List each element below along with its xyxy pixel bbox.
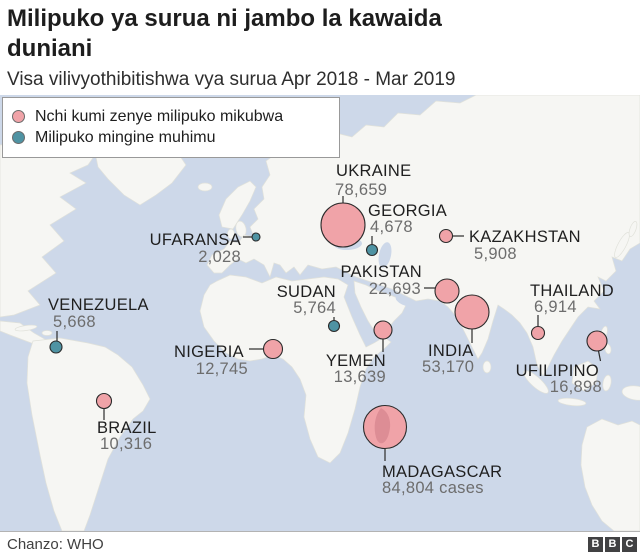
legend-row-top-ten: Nchi kumi zenye milipuko mikubwa [12, 107, 330, 126]
ukraine-bubble [320, 202, 366, 248]
bbc-logo-letter-b1: B [588, 536, 603, 552]
landmass-africa [199, 274, 392, 464]
legend-teal-circle-icon [12, 131, 25, 144]
nigeria-value: 12,745 [196, 360, 248, 378]
landmass-cuba [14, 324, 38, 332]
landmass-borneo [571, 360, 599, 392]
ufilipino-bubble [586, 330, 608, 352]
yemen-label: YEMEN [326, 352, 386, 370]
kazakhstan-bubble [438, 228, 454, 244]
landmass-arabia [353, 280, 407, 340]
landmass-philippines-mindanao [604, 343, 612, 355]
yemen-value: 13,639 [334, 368, 386, 386]
landmass-sulawesi [602, 374, 612, 392]
thailand-label: THAILAND [530, 282, 614, 300]
landmass-sumatra [523, 370, 549, 394]
pakistan-bubble [434, 278, 460, 304]
pakistan-label: PAKISTAN [340, 263, 422, 281]
persian-gulf [395, 295, 413, 307]
landmass-south-america [26, 337, 151, 532]
brazil-bubble [95, 392, 113, 410]
landmass-hispaniola [41, 330, 53, 336]
ufaransa-label: UFARANSA [150, 231, 241, 249]
landmass-japan-hokkaido [628, 221, 638, 237]
ufaransa-value: 2,028 [198, 248, 241, 266]
nigeria-bubble [262, 338, 284, 360]
page-title: Milipuko ya surua ni jambo la kawaida du… [7, 5, 442, 62]
caspian-sea [378, 242, 392, 268]
landmass-java [557, 397, 587, 407]
kazakhstan-value: 5,908 [474, 245, 517, 263]
brazil-value: 10,316 [100, 435, 152, 453]
thailand-value: 6,914 [534, 298, 577, 316]
map-canvas: UKRAINE 78,659 GEORGIA 4,678 KAZAKHSTAN … [0, 94, 640, 532]
madagascar-value: 84,804 cases [382, 479, 484, 497]
bbc-logo: B B C [586, 536, 637, 552]
legend-other-label: Milipuko mingine muhimu [35, 129, 216, 146]
nigeria-label: NIGERIA [174, 343, 244, 361]
landmass-iceland [197, 182, 213, 192]
page-subtitle: Visa vilivyothibitishwa vya surua Apr 20… [7, 69, 456, 90]
venezuela-bubble [49, 340, 63, 354]
ukraine-label: UKRAINE [336, 162, 411, 180]
madagascar-label: MADAGASCAR [382, 463, 502, 481]
venezuela-value: 5,668 [53, 313, 96, 331]
header: Milipuko ya surua ni jambo la kawaida du… [7, 4, 633, 91]
legend-pink-circle-icon [12, 110, 25, 123]
landmass-japan-honshu [614, 232, 630, 258]
ukraine-value: 78,659 [335, 181, 387, 199]
kazakhstan-label: KAZAKHSTAN [469, 228, 581, 246]
landmass-new-guinea [621, 385, 640, 401]
georgia-bubble [365, 243, 379, 257]
thailand-bubble [530, 325, 546, 341]
india-label: INDIA [428, 342, 474, 360]
legend-top-ten-label: Nchi kumi zenye milipuko mikubwa [35, 108, 284, 125]
brazil-label: BRAZIL [97, 419, 157, 437]
legend-row-other: Milipuko mingine muhimu [12, 128, 330, 147]
legend: Nchi kumi zenye milipuko mikubwa Milipuk… [2, 97, 340, 158]
landmass-scandinavia [218, 180, 257, 230]
ufilipino-value: 16,898 [550, 378, 602, 396]
madagascar-island-silhouette [374, 408, 391, 444]
ufilipino-label: UFILIPINO [516, 362, 599, 380]
bbc-logo-letter-c: C [622, 536, 637, 552]
world-map: UKRAINE 78,659 GEORGIA 4,678 KAZAKHSTAN … [0, 94, 640, 532]
markers: UKRAINE 78,659 GEORGIA 4,678 KAZAKHSTAN … [48, 162, 614, 497]
landmasses [0, 94, 640, 532]
georgia-label: GEORGIA [368, 202, 447, 220]
venezuela-label: VENEZUELA [48, 296, 149, 314]
ufaransa-bubble [251, 232, 261, 242]
ufilipino-leader-line [597, 350, 602, 362]
landmass-ireland [227, 228, 235, 240]
footer: Chanzo: WHO B B C [0, 531, 640, 555]
bbc-logo-letter-b2: B [605, 536, 620, 552]
georgia-value: 4,678 [370, 218, 413, 236]
india-value: 53,170 [422, 358, 474, 376]
pakistan-value: 22,693 [369, 280, 421, 298]
sudan-bubble [327, 319, 341, 333]
india-bubble [454, 294, 490, 330]
yemen-bubble [373, 320, 393, 340]
sudan-label: SUDAN [277, 283, 336, 301]
source-credit: Chanzo: WHO [7, 535, 104, 553]
landmass-sri-lanka [482, 360, 492, 374]
sudan-value: 5,764 [293, 299, 336, 317]
